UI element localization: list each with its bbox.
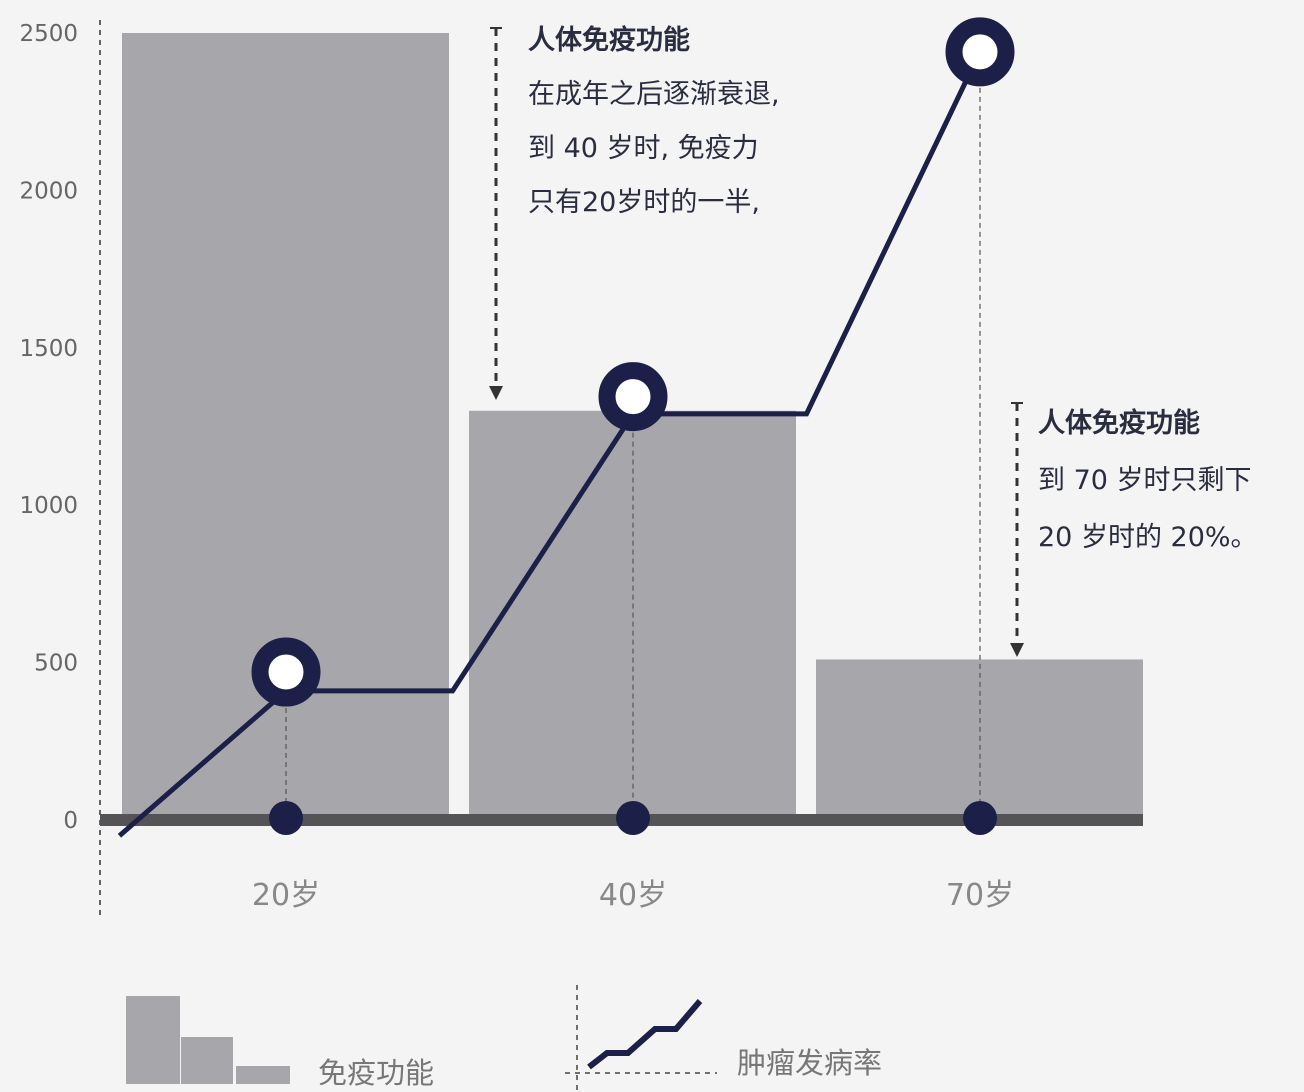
annotation-title: 人体免疫功能 [1038, 408, 1200, 439]
y-tick-label: 1000 [19, 493, 78, 519]
annotation-line: 到 40 岁时, 免疫力 [528, 133, 759, 164]
legend-line-icon [587, 999, 703, 1070]
line-marker [945, 17, 1015, 87]
arrow-40-head [489, 386, 503, 400]
x-tick-label: 20岁 [252, 878, 320, 913]
legend-bar-icon [126, 996, 180, 1084]
arrow-70-head [1010, 643, 1024, 657]
x-tick-label: 40岁 [599, 878, 667, 913]
axis-dot [963, 801, 997, 835]
annotation-line: 只有20岁时的一半, [528, 187, 760, 218]
x-tick-label: 70岁 [946, 878, 1014, 913]
legend-label-line: 肿瘤发病率 [737, 1046, 883, 1080]
annotation-line: 在成年之后逐渐衰退, [528, 79, 780, 110]
annotation-70: 人体免疫功能 到 70 岁时只剩下 20 岁时的 20%。 [1038, 395, 1258, 566]
y-tick-label: 0 [63, 808, 78, 834]
annotation-line: 到 70 岁时只剩下 [1038, 465, 1252, 496]
legend-label-bars: 免疫功能 [318, 1056, 435, 1090]
line-series [117, 50, 983, 838]
legend-bar-icon [236, 1066, 290, 1084]
y-tick-label: 1500 [19, 336, 78, 362]
annotation-40: 人体免疫功能 在成年之后逐渐衰退, 到 40 岁时, 免疫力 只有20岁时的一半… [528, 14, 780, 230]
annotation-title: 人体免疫功能 [528, 25, 690, 56]
line-marker [251, 637, 321, 707]
line-marker [598, 362, 668, 432]
axis-dot [269, 801, 303, 835]
axis-dot [616, 801, 650, 835]
annotation-line: 20 岁时的 20%。 [1038, 522, 1258, 553]
y-tick-label: 2500 [19, 21, 78, 47]
legend-bar-icon [181, 1037, 233, 1084]
y-tick-label: 2000 [19, 178, 78, 204]
y-tick-label: 500 [34, 651, 78, 677]
